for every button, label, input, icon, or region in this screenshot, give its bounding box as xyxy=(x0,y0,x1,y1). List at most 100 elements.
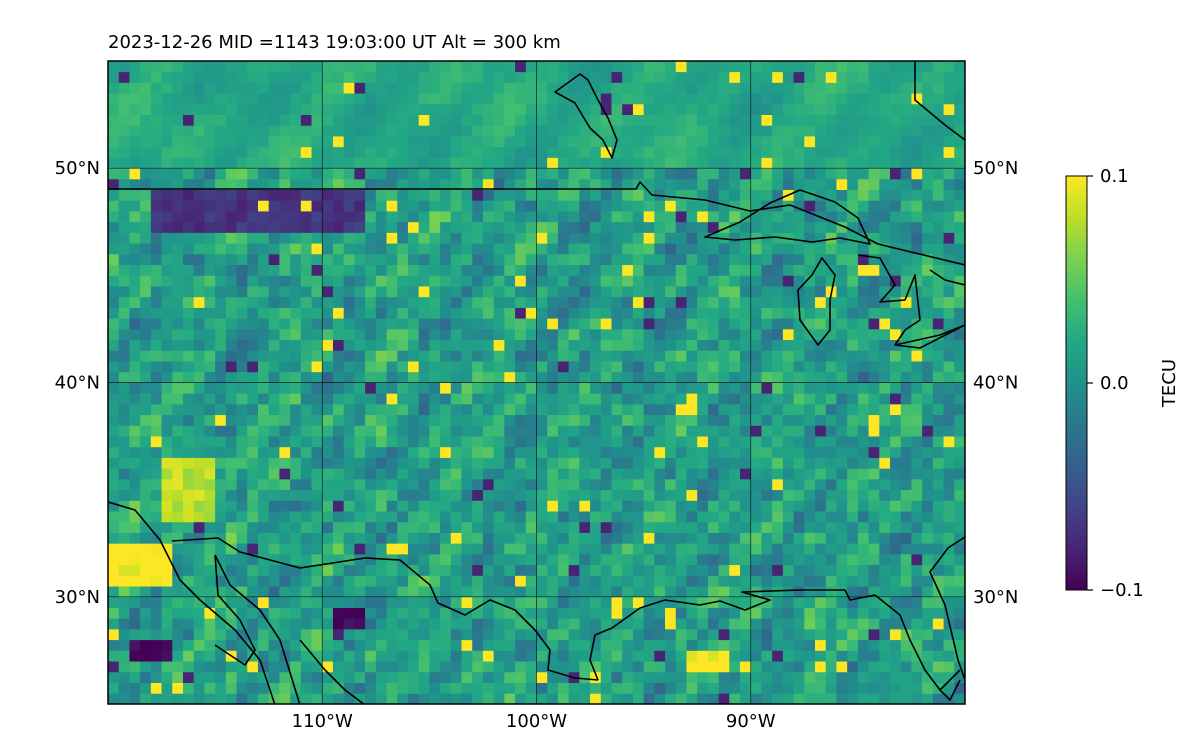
heatmap-cell xyxy=(322,414,334,426)
heatmap-cell xyxy=(429,178,441,190)
heatmap-cell xyxy=(932,393,944,405)
heatmap-cell xyxy=(579,661,591,673)
heatmap-cell xyxy=(407,307,420,319)
heatmap-cell xyxy=(161,661,173,673)
heatmap-cell xyxy=(547,489,559,501)
heatmap-cell xyxy=(247,607,259,619)
heatmap-cell xyxy=(182,146,195,158)
heatmap-cell xyxy=(557,618,570,630)
heatmap-cell xyxy=(632,136,645,148)
heatmap-cell xyxy=(590,639,602,651)
heatmap-cell xyxy=(740,543,752,555)
heatmap-cell xyxy=(579,521,591,533)
heatmap-cell xyxy=(707,500,720,512)
heatmap-cell xyxy=(675,125,687,137)
heatmap-cell xyxy=(654,661,666,673)
heatmap-cell xyxy=(365,521,377,533)
heatmap-cell xyxy=(172,553,184,566)
heatmap-cell xyxy=(182,511,195,523)
heatmap-cell xyxy=(172,607,184,619)
heatmap-cell xyxy=(836,157,848,169)
heatmap-cell xyxy=(332,425,345,437)
heatmap-cell xyxy=(461,114,473,126)
heatmap-cell xyxy=(482,468,495,480)
heatmap-cell xyxy=(118,564,130,576)
heatmap-cell xyxy=(697,457,709,469)
heatmap-cell xyxy=(718,489,730,501)
heatmap-cell xyxy=(847,318,859,330)
heatmap-cell xyxy=(761,382,773,394)
heatmap-cell xyxy=(857,200,869,212)
heatmap-cell xyxy=(943,157,955,169)
heatmap-cell xyxy=(472,339,484,351)
heatmap-cell xyxy=(718,211,730,223)
heatmap-cell xyxy=(407,200,420,212)
heatmap-cell xyxy=(354,253,366,266)
heatmap-cell xyxy=(932,382,944,394)
heatmap-cell xyxy=(686,114,698,126)
heatmap-cell xyxy=(193,446,205,458)
heatmap-cell xyxy=(954,393,965,405)
heatmap-cell xyxy=(804,468,816,480)
heatmap-cell xyxy=(761,318,773,330)
heatmap-cell xyxy=(793,371,805,383)
heatmap-cell xyxy=(611,586,623,598)
heatmap-cell xyxy=(343,328,355,341)
heatmap-cell xyxy=(140,71,152,83)
heatmap-cell xyxy=(129,446,141,458)
heatmap-cell xyxy=(590,168,602,180)
heatmap-cell xyxy=(472,71,484,83)
heatmap-cell xyxy=(386,382,398,394)
heatmap-cell xyxy=(868,403,880,416)
heatmap-cell xyxy=(675,543,687,555)
heatmap-cell xyxy=(118,468,130,480)
heatmap-cell xyxy=(782,564,794,576)
heatmap-cell xyxy=(322,639,334,651)
heatmap-cell xyxy=(161,382,173,394)
heatmap-cell xyxy=(943,114,955,126)
heatmap-cell xyxy=(750,436,762,448)
heatmap-cell xyxy=(365,607,377,619)
heatmap-cell xyxy=(547,693,559,704)
heatmap-cell xyxy=(740,114,752,126)
heatmap-cell xyxy=(140,136,152,148)
heatmap-cell xyxy=(311,168,323,180)
heatmap-cell xyxy=(750,350,762,362)
heatmap-cell xyxy=(590,136,602,148)
heatmap-cell xyxy=(172,103,184,115)
heatmap-cell xyxy=(204,211,216,223)
heatmap-cell xyxy=(761,532,773,544)
heatmap-cell xyxy=(686,243,698,255)
heatmap-cell xyxy=(418,500,430,512)
heatmap-cell xyxy=(665,682,677,694)
heatmap-cell xyxy=(590,103,602,115)
heatmap-cell xyxy=(118,157,130,169)
heatmap-cell xyxy=(515,500,527,512)
heatmap-cell xyxy=(622,511,634,523)
atlantic-coast xyxy=(929,536,965,681)
heatmap-cell xyxy=(890,146,902,158)
heatmap-cell xyxy=(450,253,462,266)
heatmap-cell xyxy=(472,436,484,448)
heatmap-cell xyxy=(300,82,312,94)
heatmap-cell xyxy=(418,275,430,287)
heatmap-cell xyxy=(407,575,420,587)
heatmap-cell xyxy=(954,500,965,512)
heatmap-cell xyxy=(257,339,270,351)
heatmap-cell xyxy=(718,682,730,694)
heatmap-cell xyxy=(836,425,848,437)
heatmap-cell xyxy=(129,564,141,576)
heatmap-cell xyxy=(397,564,409,576)
heatmap-cell xyxy=(108,639,120,651)
heatmap-cell xyxy=(268,532,280,544)
heatmap-cell xyxy=(418,296,430,308)
heatmap-cell xyxy=(504,114,516,126)
heatmap-cell xyxy=(772,489,784,501)
heatmap-cell xyxy=(675,114,687,126)
heatmap-cell xyxy=(182,211,195,223)
heatmap-cell xyxy=(440,671,452,683)
heatmap-cell xyxy=(932,596,944,608)
heatmap-cell xyxy=(922,157,934,169)
heatmap-cell xyxy=(761,189,773,201)
heatmap-cell xyxy=(729,361,741,373)
